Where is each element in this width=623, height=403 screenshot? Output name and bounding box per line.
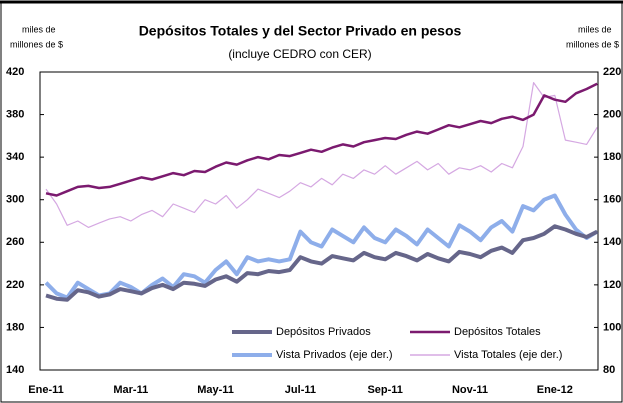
series-line: [45, 82, 598, 228]
y-tick-label: 220: [6, 279, 24, 291]
y-tick-label: 300: [6, 194, 24, 206]
y-unit: millones de $: [10, 39, 63, 49]
y-tick-label: 420: [6, 66, 24, 78]
chart-subtitle: (incluye CEDRO con CER): [228, 47, 371, 61]
y-tick-label: 380: [6, 108, 24, 120]
y2-tick-label: 160: [603, 194, 621, 206]
series-line: [45, 224, 599, 302]
y2-tick-label: 180: [603, 151, 621, 163]
y2-tick-label: 220: [603, 66, 621, 78]
legend-label: Vista Totales (eje der.): [454, 349, 562, 361]
y-tick-label: 340: [6, 151, 24, 163]
y2-tick-label: 200: [603, 108, 621, 120]
x-tick-label: May-11: [197, 384, 234, 396]
y2-tick-label: 140: [603, 236, 621, 248]
legend-label: Depósitos Totales: [454, 326, 541, 338]
series-line: [45, 82, 598, 197]
x-tick-label: Ene-12: [537, 384, 573, 396]
y-unit: miles de: [22, 24, 56, 34]
y2-tick-label: 80: [603, 364, 615, 376]
y2-unit: millones de $: [566, 39, 619, 49]
x-tick-label: Jul-11: [285, 384, 316, 396]
x-tick-label: Sep-11: [367, 384, 402, 396]
x-tick-label: Nov-11: [452, 384, 488, 396]
x-tick-label: Mar-11: [113, 384, 148, 396]
plot-area: [39, 71, 599, 371]
y-tick-label: 180: [6, 321, 24, 333]
y2-unit: miles de: [578, 24, 612, 34]
y2-tick-label: 120: [603, 279, 621, 291]
y-tick-label: 260: [6, 236, 24, 248]
legend-label: Depósitos Privados: [276, 326, 371, 338]
chart-title: Depósitos Totales y del Sector Privado e…: [139, 23, 462, 39]
x-tick-label: Ene-11: [28, 384, 63, 396]
y2-tick-label: 100: [603, 321, 621, 333]
y-tick-label: 140: [6, 364, 24, 376]
legend-label: Vista Privados (eje der.): [276, 349, 393, 361]
